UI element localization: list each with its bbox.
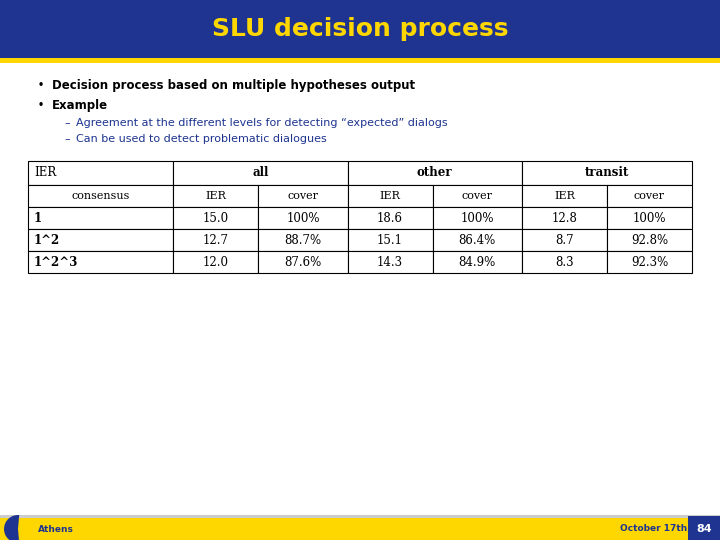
FancyBboxPatch shape [0, 0, 720, 58]
Text: IER: IER [205, 191, 226, 201]
Bar [607, 229, 692, 251]
Text: 15.0: 15.0 [203, 212, 229, 225]
Bar [28, 161, 174, 185]
Text: 12.0: 12.0 [203, 255, 229, 268]
Text: 87.6%: 87.6% [284, 255, 322, 268]
Bar [433, 207, 522, 229]
Bar [607, 251, 692, 273]
Text: 84: 84 [696, 524, 712, 534]
Text: 14.3: 14.3 [377, 255, 403, 268]
Text: IER: IER [34, 166, 56, 179]
Bar [258, 185, 348, 207]
Bar [433, 229, 522, 251]
FancyBboxPatch shape [0, 63, 720, 518]
Text: cover: cover [287, 191, 318, 201]
FancyBboxPatch shape [688, 516, 720, 540]
Text: all: all [252, 166, 269, 179]
Text: –: – [64, 118, 70, 128]
Text: consensus: consensus [71, 191, 130, 201]
Text: •: • [38, 100, 44, 110]
Bar [258, 207, 348, 229]
Bar [348, 251, 433, 273]
FancyBboxPatch shape [0, 58, 720, 63]
Text: 12.7: 12.7 [203, 233, 229, 246]
Text: Agreement at the different levels for detecting “expected” dialogs: Agreement at the different levels for de… [76, 118, 448, 128]
Bar [28, 229, 174, 251]
Bar [607, 207, 692, 229]
Text: 88.7%: 88.7% [284, 233, 322, 246]
Text: Athens: Athens [38, 524, 74, 534]
Bar [174, 185, 258, 207]
Bar [258, 251, 348, 273]
Text: 1^2: 1^2 [34, 233, 60, 246]
Bar [522, 229, 607, 251]
Bar [522, 207, 607, 229]
Bar [607, 185, 692, 207]
Wedge shape [4, 515, 19, 540]
Bar [174, 207, 258, 229]
Bar [174, 251, 258, 273]
Text: 15.1: 15.1 [377, 233, 403, 246]
Bar [174, 161, 348, 185]
Text: October 17th,  2009: October 17th, 2009 [620, 524, 720, 534]
Text: IER: IER [379, 191, 400, 201]
Bar [522, 251, 607, 273]
Text: 8.7: 8.7 [555, 233, 574, 246]
Text: 92.3%: 92.3% [631, 255, 668, 268]
Bar [28, 207, 174, 229]
Bar [433, 251, 522, 273]
Bar [348, 161, 522, 185]
Text: –: – [64, 134, 70, 144]
Text: •: • [38, 80, 44, 90]
Text: 100%: 100% [461, 212, 494, 225]
Text: 84.9%: 84.9% [459, 255, 496, 268]
Text: SLU decision process: SLU decision process [212, 17, 508, 41]
Text: Can be used to detect problematic dialogues: Can be used to detect problematic dialog… [76, 134, 327, 144]
Bar [28, 251, 174, 273]
Bar [522, 185, 607, 207]
Bar [433, 185, 522, 207]
Bar [348, 185, 433, 207]
Text: Decision process based on multiple hypotheses output: Decision process based on multiple hypot… [52, 78, 415, 91]
Text: cover: cover [634, 191, 665, 201]
Text: other: other [417, 166, 452, 179]
Bar [258, 229, 348, 251]
Text: 86.4%: 86.4% [459, 233, 496, 246]
Text: 12.8: 12.8 [552, 212, 577, 225]
Text: 100%: 100% [286, 212, 320, 225]
Text: 8.3: 8.3 [555, 255, 574, 268]
Text: IER: IER [554, 191, 575, 201]
Text: 100%: 100% [633, 212, 666, 225]
Bar [522, 161, 692, 185]
FancyBboxPatch shape [0, 515, 720, 518]
FancyBboxPatch shape [0, 518, 720, 540]
Text: 1: 1 [34, 212, 42, 225]
Text: 18.6: 18.6 [377, 212, 403, 225]
Text: Example: Example [52, 98, 108, 111]
Text: transit: transit [585, 166, 629, 179]
Text: 92.8%: 92.8% [631, 233, 668, 246]
Bar [348, 229, 433, 251]
Bar [348, 207, 433, 229]
Bar [28, 185, 174, 207]
Bar [174, 229, 258, 251]
Text: 1^2^3: 1^2^3 [34, 255, 78, 268]
Text: cover: cover [462, 191, 492, 201]
